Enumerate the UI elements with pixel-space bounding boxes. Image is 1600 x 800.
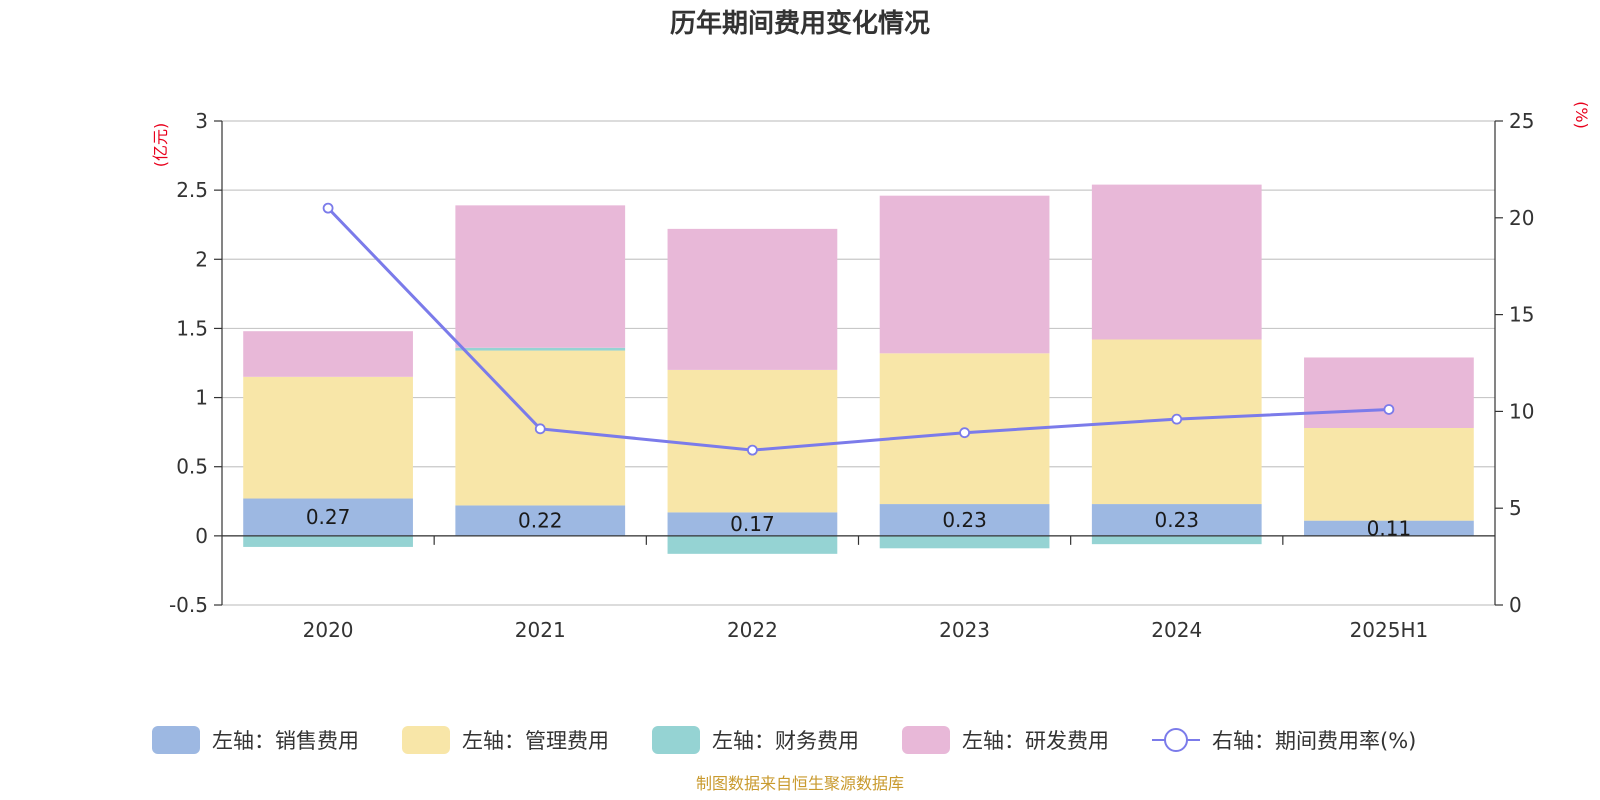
rate-point	[747, 444, 758, 456]
legend-swatch-rate-marker	[1164, 728, 1188, 752]
x-axis-category-label: 2023	[939, 618, 990, 642]
right-axis-tick-label: 25	[1509, 109, 1534, 133]
bar-sales	[1304, 520, 1474, 536]
legend-label-rnd: 左轴：研发费用	[962, 729, 1109, 753]
legend-swatch-rnd	[902, 726, 950, 754]
chart-title: 历年期间费用变化情况	[670, 8, 930, 39]
left-axis-tick-label: 0	[195, 524, 208, 548]
sales-data-label: 0.22	[518, 509, 563, 533]
bars-layer	[243, 184, 1474, 554]
rate-point	[959, 427, 970, 439]
legend-label-admin: 左轴：管理费用	[462, 729, 609, 753]
bar-finance	[879, 535, 1050, 549]
legend-swatch-finance	[652, 726, 700, 754]
bar-admin	[667, 369, 838, 513]
bar-sales	[667, 512, 838, 536]
bar-rnd	[667, 228, 838, 370]
right-axis-tick-label: 10	[1509, 399, 1534, 423]
left-axis-tick-label: -0.5	[169, 593, 208, 617]
rate-point	[1171, 413, 1183, 425]
bar-finance	[243, 535, 413, 547]
left-axis-tick-label: 1.5	[176, 316, 208, 340]
bar-sales	[1091, 504, 1262, 536]
sales-data-label: 0.27	[306, 505, 351, 529]
bar-sales	[879, 504, 1050, 536]
rate-point	[534, 423, 546, 435]
bar-finance	[455, 347, 626, 351]
legend-label-finance: 左轴：财务费用	[712, 729, 859, 753]
left-axis-tick-label: 1	[195, 386, 208, 410]
legend: 左轴：销售费用 左轴：管理费用 左轴：财务费用 左轴：研发费用 右轴：期间费用率(%)	[152, 726, 1416, 754]
legend-label-sales: 左轴：销售费用	[212, 729, 359, 753]
right-axis-unit: (%)	[1572, 101, 1591, 129]
bar-admin	[243, 376, 413, 499]
x-axis-category-label: 2021	[515, 618, 566, 642]
x-axis-category-label: 2020	[303, 618, 354, 642]
right-axis-tick-label: 5	[1509, 496, 1522, 520]
x-axis-category-label: 2024	[1151, 618, 1202, 642]
rate-line	[327, 207, 1389, 452]
right-axis-tick-label: 0	[1509, 593, 1522, 617]
rate-line-layer	[322, 202, 1395, 456]
bar-rnd	[879, 195, 1050, 354]
bar-sales	[243, 498, 413, 536]
bar-finance	[1091, 535, 1262, 545]
axes-layer: -0.5 0 0.5 1 1.5 2 2.5 3 0 5 10 15 20 25 2020 2021 2022 2…	[169, 109, 1534, 642]
sales-data-label: 0.11	[1367, 516, 1412, 540]
legend-label-rate: 右轴：期间费用率(%)	[1212, 729, 1416, 753]
right-axis-tick-label: 20	[1509, 206, 1534, 230]
sales-data-label: 0.17	[730, 512, 775, 536]
left-axis-tick-label: 0.5	[176, 455, 208, 479]
bar-rnd	[1091, 184, 1262, 340]
source-note: 制图数据来自恒生聚源数据库	[696, 774, 904, 793]
left-axis-unit: (亿元)	[151, 123, 170, 168]
bar-admin	[1304, 427, 1474, 521]
x-axis-category-label: 2025H1	[1350, 618, 1429, 642]
legend-swatch-sales	[152, 726, 200, 754]
legend-swatch-admin	[402, 726, 450, 754]
sales-data-label: 0.23	[1154, 508, 1199, 532]
bar-rnd	[243, 331, 413, 377]
bar-rnd	[1304, 357, 1474, 428]
bar-sales	[455, 505, 626, 536]
right-axis-tick-label: 15	[1509, 303, 1534, 327]
rate-point	[322, 202, 334, 214]
left-axis-tick-label: 2.5	[176, 178, 208, 202]
rate-point	[1383, 404, 1395, 415]
sales-data-label: 0.23	[942, 508, 987, 532]
data-labels-layer: 0.27 0.22 0.17 0.23 0.23 0.11	[306, 505, 1411, 540]
left-axis-tick-label: 3	[195, 109, 208, 133]
x-axis-category-label: 2022	[727, 618, 778, 642]
bar-finance	[667, 535, 838, 554]
left-axis-tick-label: 2	[195, 247, 208, 271]
bar-rnd	[455, 205, 626, 348]
